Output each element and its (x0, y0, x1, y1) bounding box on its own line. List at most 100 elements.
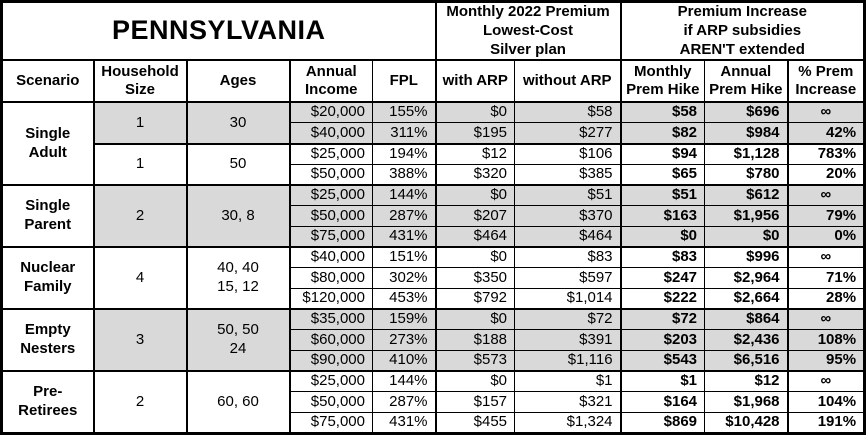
table-row: Pre- Retirees 2 60, 60 $25,000 144% $0 $1 $1 $12… (1, 370, 866, 434)
fpl-cell: 155% (371, 101, 437, 124)
without-arp-premium-cell: $1,014 (514, 287, 622, 310)
monthly-prem-hike-cell: $72 (620, 308, 706, 331)
annual-prem-hike-cell: $1,968 (704, 391, 789, 413)
household-size-cell: 2 (93, 370, 188, 434)
pct-prem-increase-cell: ∞ (787, 246, 866, 269)
ages-cell: 30, 8 (186, 184, 291, 248)
fpl-cell: 159% (371, 308, 437, 331)
monthly-prem-hike-cell: $869 (620, 411, 706, 435)
annual-prem-hike-cell: $780 (704, 163, 789, 186)
with-arp-premium-cell: $157 (435, 391, 516, 413)
column-header-fpl: FPL (371, 59, 437, 104)
pct-prem-increase-cell: 71% (787, 267, 866, 289)
annual-income-cell: $90,000 (289, 349, 373, 372)
pct-prem-increase-cell: 79% (787, 205, 866, 227)
monthly-prem-hike-cell: $222 (620, 287, 706, 310)
annual-income-cell: $80,000 (289, 267, 373, 289)
fpl-cell: 151% (371, 246, 437, 269)
annual-income-cell: $20,000 (289, 101, 373, 124)
pct-prem-increase-cell: 191% (787, 411, 866, 435)
column-header-with-arp: with ARP (435, 59, 516, 104)
fpl-cell: 410% (371, 349, 437, 372)
without-arp-premium-cell: $83 (514, 246, 622, 269)
fpl-cell: 144% (371, 184, 437, 207)
with-arp-premium-cell: $0 (435, 246, 516, 269)
annual-prem-hike-cell: $6,516 (704, 349, 789, 372)
column-header-monthly-prem-hike: Monthly Prem Hike (620, 59, 706, 104)
household-size-cell: 4 (93, 246, 188, 310)
without-arp-premium-cell: $106 (514, 142, 622, 165)
table-row: $60,000 273% $188 $391 $203 $2,436 108% (2, 329, 866, 351)
annual-prem-hike-cell: $984 (704, 122, 789, 145)
column-header-annual-income: Annual Income (289, 59, 373, 104)
monthly-prem-hike-cell: $94 (620, 142, 706, 165)
annual-prem-hike-cell: $2,964 (704, 267, 789, 289)
annual-prem-hike-cell: $1,956 (704, 205, 789, 227)
annual-prem-hike-cell: $696 (704, 101, 789, 124)
annual-prem-hike-cell: $0 (704, 225, 789, 248)
without-arp-premium-cell: $385 (514, 163, 622, 186)
table-row: Empty Nesters 3 50, 50 24 $35,000 159% $0 $72 $… (1, 308, 866, 372)
with-arp-premium-cell: $12 (435, 142, 516, 165)
annual-income-cell: $120,000 (289, 287, 373, 310)
fpl-cell: 273% (371, 329, 437, 351)
table-row: $50,000 287% $207 $370 $163 $1,956 79% (2, 205, 866, 227)
with-arp-premium-cell: $188 (435, 329, 516, 351)
fpl-cell: 311% (371, 122, 437, 145)
fpl-cell: 431% (371, 411, 437, 435)
table-row: $90,000 410% $573 $1,116 $543 $6,516 95% (2, 349, 866, 372)
pct-prem-increase-cell: 28% (787, 287, 866, 310)
with-arp-premium-cell: $350 (435, 267, 516, 289)
table-row: $50,000 388% $320 $385 $65 $780 20% (2, 163, 866, 186)
monthly-premium-group-header: Monthly 2022 Premium Lowest-Cost Silver … (435, 1, 622, 62)
pct-prem-increase-cell: ∞ (787, 184, 866, 207)
monthly-prem-hike-cell: $164 (620, 391, 706, 413)
header-group-row: PENNSYLVANIA Monthly 2022 Premium Lowest… (0, 1, 866, 62)
annual-prem-hike-cell: $864 (704, 308, 789, 331)
without-arp-premium-cell: $597 (514, 267, 622, 289)
monthly-prem-hike-cell: $82 (620, 122, 706, 145)
annual-prem-hike-cell: $2,664 (704, 287, 789, 310)
annual-income-cell: $25,000 (289, 370, 373, 393)
ages-cell: 30 (186, 101, 291, 145)
fpl-cell: 453% (371, 287, 437, 310)
without-arp-premium-cell: $1,324 (514, 411, 622, 435)
without-arp-premium-cell: $58 (514, 101, 622, 124)
with-arp-premium-cell: $207 (435, 205, 516, 227)
without-arp-premium-cell: $1,116 (514, 349, 622, 372)
scenario-cell: Single Adult (1, 101, 95, 186)
with-arp-premium-cell: $0 (435, 370, 516, 393)
annual-income-cell: $75,000 (289, 225, 373, 248)
monthly-prem-hike-cell: $65 (620, 163, 706, 186)
annual-income-cell: $40,000 (289, 122, 373, 145)
fpl-cell: 287% (371, 391, 437, 413)
monthly-prem-hike-cell: $0 (620, 225, 706, 248)
annual-income-cell: $50,000 (289, 205, 373, 227)
fpl-cell: 388% (371, 163, 437, 186)
annual-prem-hike-cell: $10,428 (704, 411, 789, 435)
annual-prem-hike-cell: $612 (704, 184, 789, 207)
household-size-cell: 3 (93, 308, 188, 372)
scenario-cell: Nuclear Family (1, 246, 95, 310)
pct-prem-increase-cell: 0% (787, 225, 866, 248)
pct-prem-increase-cell: 42% (787, 122, 866, 145)
annual-income-cell: $25,000 (289, 142, 373, 165)
without-arp-premium-cell: $51 (514, 184, 622, 207)
column-header-household-size: Household Size (93, 59, 188, 104)
with-arp-premium-cell: $0 (435, 101, 516, 124)
table-row: Single Parent 2 30, 8 $25,000 144% $0 $51 $51 $6… (1, 184, 866, 248)
table-row: $80,000 302% $350 $597 $247 $2,964 71% (2, 267, 866, 289)
premium-increase-group-header: Premium Increase if ARP subsidies AREN'T… (620, 1, 866, 62)
with-arp-premium-cell: $320 (435, 163, 516, 186)
monthly-prem-hike-cell: $543 (620, 349, 706, 372)
pct-prem-increase-cell: 783% (787, 142, 866, 165)
fpl-cell: 287% (371, 205, 437, 227)
column-header-ages: Ages (186, 59, 291, 104)
household-size-cell: 2 (93, 184, 188, 248)
without-arp-premium-cell: $277 (514, 122, 622, 145)
column-header-scenario: Scenario (1, 59, 95, 104)
without-arp-premium-cell: $1 (514, 370, 622, 393)
fpl-cell: 144% (371, 370, 437, 393)
with-arp-premium-cell: $0 (435, 184, 516, 207)
annual-income-cell: $75,000 (289, 411, 373, 435)
